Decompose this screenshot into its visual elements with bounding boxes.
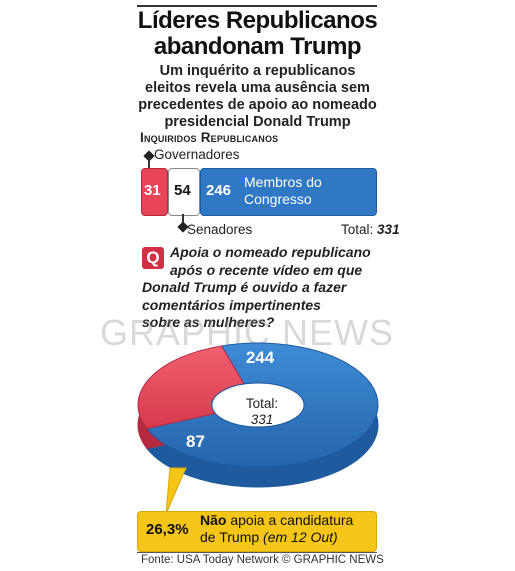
senators-value: 54 xyxy=(174,182,191,199)
subtitle-line-4: presidencial Donald Trump xyxy=(164,114,351,130)
title-line-1: Líderes Republicanos xyxy=(137,7,378,34)
senators-label: Senadores xyxy=(187,222,253,237)
answer-box xyxy=(137,511,377,552)
congress-label: Membros do Congresso xyxy=(244,174,322,208)
question-line-4: comentários impertinentes xyxy=(142,296,321,313)
title-line-2: abandonam Trump xyxy=(153,33,362,60)
subtitle-line-1: Um inquérito a republicanos xyxy=(159,63,356,79)
respondents-heading-text: Inquiridos Republicanos xyxy=(140,130,279,145)
governors-leader xyxy=(148,158,150,169)
donut-layer xyxy=(137,342,379,488)
answer-pointer xyxy=(165,467,187,515)
governors-label: Governadores xyxy=(154,147,240,162)
senators-bar xyxy=(168,168,200,216)
subtitle-line-3: precedentes de apoio ao nomeado xyxy=(138,97,377,113)
congress-bar xyxy=(200,168,377,216)
answer-text: Não apoia a candidatura de Trump (em 12 … xyxy=(200,512,375,546)
subtitle: Um inquérito a republicanos eleitos reve… xyxy=(120,63,395,131)
donut-hole xyxy=(211,382,305,428)
respondents-total-label: Total: xyxy=(341,222,374,237)
yes-value: 244 xyxy=(245,348,275,367)
congress-label-line-1: Membros do xyxy=(244,174,322,190)
page-title: Líderes Republicanos abandonam Trump xyxy=(0,8,515,60)
donut-center-value: 331 xyxy=(250,412,274,427)
question-line-2: após o recente vídeo em que xyxy=(170,261,363,278)
top-rule xyxy=(137,5,377,7)
respondents-total-value: 331 xyxy=(377,222,400,237)
answer-line-1: Não apoia a candidatura xyxy=(200,512,375,529)
question-text: Apoia o nomeado republicano após o recen… xyxy=(142,244,387,332)
congress-label-line-2: Congresso xyxy=(244,191,312,207)
question-line-3: Donald Trump é ouvido a fazer xyxy=(142,279,347,295)
respondents-heading: Inquiridos Republicanos xyxy=(140,130,278,145)
question-badge: Q xyxy=(142,247,164,269)
governors-bar xyxy=(141,168,168,216)
no-value: 87 xyxy=(186,432,205,451)
question-line-5: sobre as mulheres? xyxy=(142,314,275,330)
donut-center-label: Total: xyxy=(245,396,279,411)
footer-source: Fonte: USA Today Network xyxy=(141,554,279,566)
respondents-total: Total: 331 xyxy=(341,222,400,237)
answer-line-2: de Trump (em 12 Out) xyxy=(200,529,375,546)
senators-leader xyxy=(182,214,184,226)
governors-value: 31 xyxy=(144,182,161,199)
answer-line-1-rest: apoia a candidatura xyxy=(226,512,354,528)
answer-bold: Não xyxy=(200,512,227,528)
answer-percent: 26,3% xyxy=(146,521,189,538)
donut-center: Total: 331 xyxy=(232,396,292,428)
footer-rule xyxy=(137,552,377,553)
congress-value: 246 xyxy=(206,182,232,199)
question-line-1: Apoia o nomeado republicano xyxy=(170,244,371,260)
answer-line-2-plain: de Trump xyxy=(200,529,264,545)
footer-credit: © GRAPHIC NEWS xyxy=(282,554,384,566)
answer-line-2-italic: (em 12 Out) xyxy=(263,529,338,545)
subtitle-line-2: eleitos revela uma ausência sem xyxy=(145,80,370,96)
